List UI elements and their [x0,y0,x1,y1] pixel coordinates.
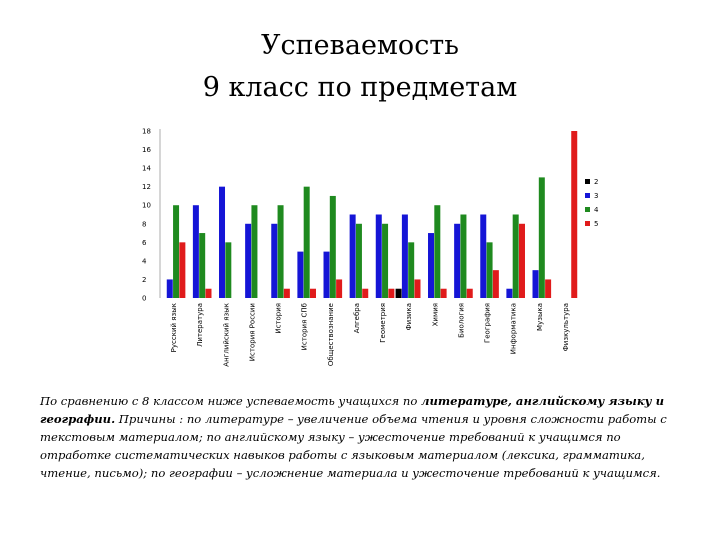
legend-label-3: 3 [594,192,598,200]
legend-swatch-2 [585,179,590,184]
y-tick-label: 4 [142,257,147,265]
category-labels: Русский язык Литература Английский язык Ист… [170,303,570,367]
bar-14-series-5 [518,223,525,298]
bar-7-series-3 [323,251,330,298]
y-tick-label: 18 [142,128,151,136]
category-label: Геометрия [379,303,387,343]
y-tick-label: 0 [142,295,146,303]
bar-6-series-4 [303,186,310,298]
bar-12-series-3 [454,223,461,298]
bars [166,131,578,298]
category-label: История [275,303,283,334]
bar-7-series-4 [329,195,336,298]
bar-10-series-4 [408,242,415,298]
bar-1-series-5 [179,242,186,298]
category-label: Химия [431,303,439,326]
y-tick-label: 8 [142,220,146,228]
bar-4-series-4 [251,205,258,298]
bar-8-series-3 [349,214,356,298]
category-label: Музыка [536,303,544,331]
bar-6-series-3 [297,251,304,298]
bar-15-series-4 [538,177,545,298]
bar-2-series-3 [192,205,199,298]
caption-bold-subjects: литературе, английскому языку и географи… [40,394,665,426]
bar-9-series-3 [375,214,382,298]
bar-2-series-4 [199,233,206,298]
category-label: География [484,303,492,343]
category-label: Обществознание [327,303,335,366]
y-tick-label: 12 [142,183,151,191]
y-tick-label: 14 [142,165,151,173]
category-label: Русский язык [170,303,178,352]
bar-3-series-4 [225,242,232,298]
bar-8-series-5 [362,288,369,298]
bar-15-series-5 [545,279,552,298]
bar-9-series-4 [382,223,389,298]
bar-7-series-5 [336,279,343,298]
bar-6-series-5 [309,288,316,298]
bar-9-series-5 [388,288,395,298]
legend: 2 3 4 5 [585,178,599,228]
bar-3-series-3 [219,186,226,298]
bar-2-series-5 [205,288,212,298]
caption-part-2: Причины : по литературе – увеличение объ… [40,412,667,480]
bar-12-series-4 [460,214,467,298]
title-line-2: 9 класс по предметам [202,72,518,103]
bar-1-series-4 [173,205,180,298]
bar-11-series-4 [434,205,441,298]
bar-5-series-3 [271,223,278,298]
legend-label-4: 4 [594,206,599,214]
bar-10-series-5 [414,279,421,298]
category-label: Литература [196,303,204,347]
grade-bar-chart: 0 2 4 6 8 10 12 14 16 18 Русский язык Литература Ан… [142,128,599,367]
bar-11-series-5 [440,288,447,298]
legend-label-5: 5 [594,220,598,228]
bar-5-series-5 [283,288,290,298]
bar-10-series-3 [401,214,408,298]
bar-11-series-3 [428,233,435,298]
bar-16-series-5 [571,131,578,298]
category-label: История СПб [301,303,309,350]
category-label: История России [248,303,256,361]
bar-8-series-4 [355,223,362,298]
bar-13-series-3 [480,214,487,298]
y-tick-label: 16 [142,146,151,154]
category-label: Алгебра [353,303,361,333]
bar-10-series-2 [395,288,402,298]
category-label: Физика [405,303,413,330]
y-tick-label: 2 [142,276,146,284]
bar-14-series-4 [512,214,519,298]
bar-1-series-3 [166,279,173,298]
title-line-1: Успеваемость [261,30,459,61]
legend-swatch-3 [585,193,590,198]
category-label: Биология [457,303,465,338]
legend-swatch-5 [585,221,590,226]
bar-5-series-4 [277,205,284,298]
category-label: Английский язык [222,303,230,367]
y-axis: 0 2 4 6 8 10 12 14 16 18 [142,128,161,303]
y-tick-label: 10 [142,202,151,210]
category-label: Физкультура [562,303,570,351]
bar-13-series-4 [486,242,493,298]
analysis-caption: По сравнению с 8 классом ниже успеваемос… [40,392,690,482]
bar-15-series-3 [532,270,539,298]
category-label: Информатика [510,303,518,354]
caption-part-1: По сравнению с 8 классом ниже успеваемос… [40,394,421,408]
bar-14-series-3 [506,288,513,298]
bar-13-series-5 [492,270,499,298]
legend-label-2: 2 [594,178,598,186]
bar-12-series-5 [466,288,473,298]
y-tick-label: 6 [142,239,147,247]
bar-4-series-3 [245,223,252,298]
legend-swatch-4 [585,207,590,212]
